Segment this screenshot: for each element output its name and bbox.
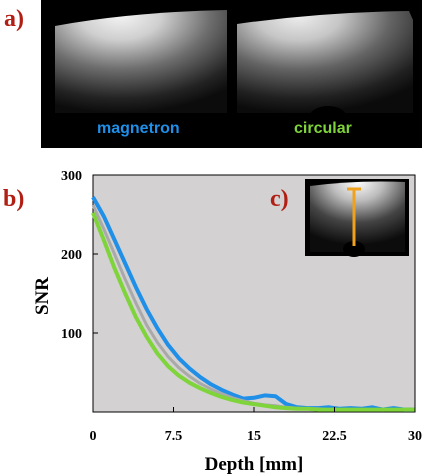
magnetron-image xyxy=(55,10,227,113)
circular-image xyxy=(237,11,413,113)
x-tick-label: 0 xyxy=(90,429,97,444)
panel-label-c: c) xyxy=(270,186,289,212)
series-layer xyxy=(91,196,415,412)
circular-caption: circular xyxy=(294,120,352,137)
x-tick-label: 7.5 xyxy=(165,429,183,444)
x-axis-title: Depth [mm] xyxy=(205,454,304,475)
y-tick-label: 300 xyxy=(61,169,82,184)
inset-image xyxy=(305,179,409,257)
series-line-circular xyxy=(91,212,415,412)
ticks-layer: 0 7.5 15 22.5 30 100 200 300 xyxy=(61,169,422,444)
x-tick-label: 22.5 xyxy=(322,429,347,444)
magnetron-caption: magnetron xyxy=(97,120,180,137)
x-tick-label: 30 xyxy=(408,429,422,444)
ultrasound-image-panel: magnetron circular xyxy=(41,0,422,148)
panel-label-a: a) xyxy=(4,6,24,32)
panel-label-b: b) xyxy=(3,186,25,212)
y-tick-label: 200 xyxy=(61,248,82,263)
y-axis-title: SNR xyxy=(32,277,53,315)
ultrasound-images xyxy=(41,0,422,148)
y-tick-label: 100 xyxy=(61,327,82,342)
x-tick-label: 15 xyxy=(247,429,261,444)
